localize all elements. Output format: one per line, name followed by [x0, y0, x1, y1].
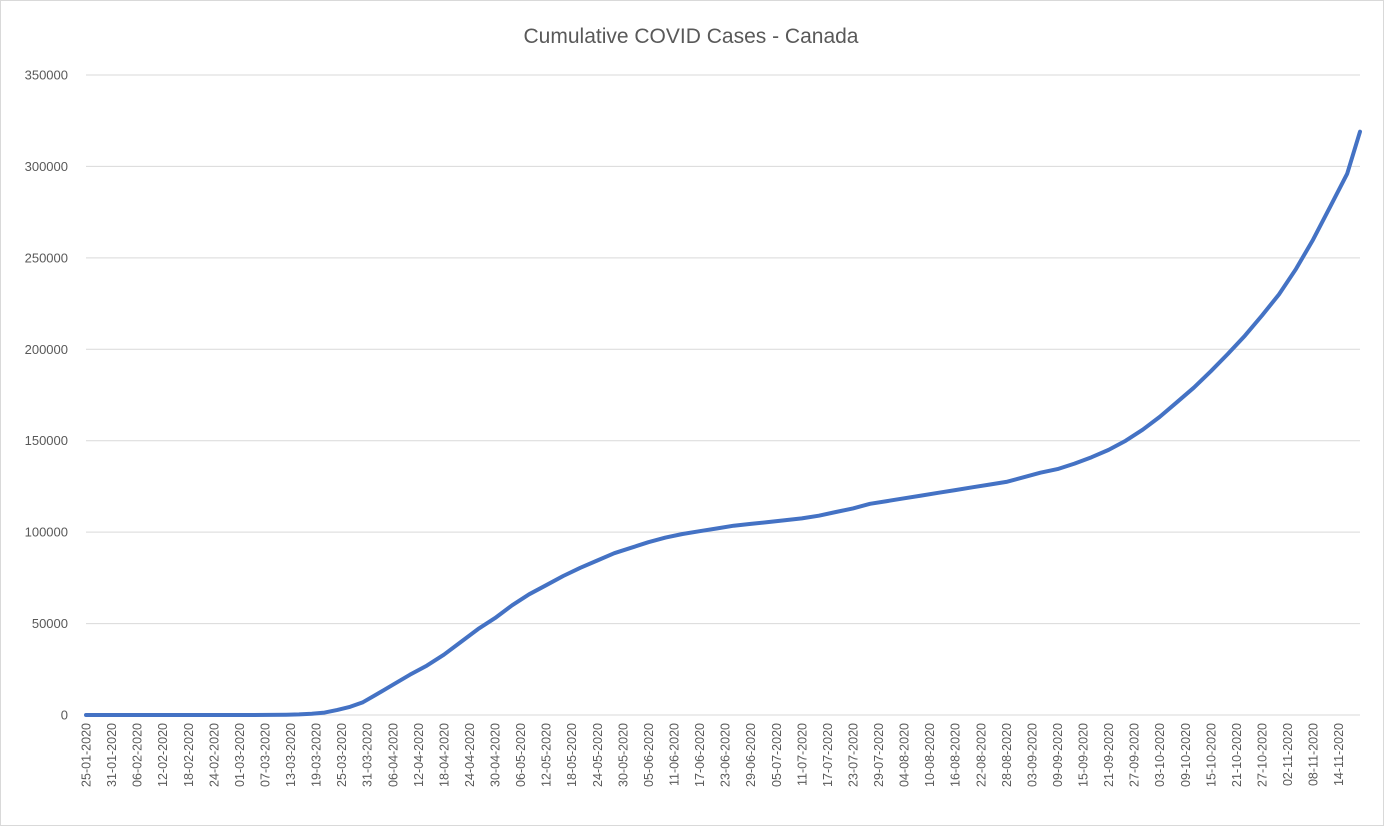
x-tick-label: 15-09-2020 — [1077, 723, 1091, 787]
x-tick-label: 21-09-2020 — [1102, 723, 1116, 787]
x-tick-label: 09-10-2020 — [1179, 723, 1193, 787]
x-tick-label: 11-07-2020 — [795, 723, 809, 786]
x-tick-label: 27-09-2020 — [1128, 723, 1142, 787]
x-tick-label: 23-06-2020 — [719, 723, 733, 787]
x-tick-label: 05-07-2020 — [770, 723, 784, 787]
x-tick-label: 13-03-2020 — [284, 723, 298, 787]
y-tick-label: 350000 — [25, 68, 68, 83]
x-tick-label: 12-02-2020 — [156, 723, 170, 787]
x-tick-label: 31-03-2020 — [361, 723, 375, 787]
x-tick-label: 16-08-2020 — [949, 723, 963, 787]
x-tick-label: 09-09-2020 — [1051, 723, 1065, 787]
x-tick-label: 12-05-2020 — [540, 723, 554, 787]
x-tick-label: 18-04-2020 — [437, 723, 451, 787]
x-tick-label: 25-03-2020 — [335, 723, 349, 787]
x-tick-label: 30-04-2020 — [489, 723, 503, 787]
y-tick-label: 100000 — [25, 525, 68, 540]
x-tick-label: 18-02-2020 — [182, 723, 196, 787]
x-tick-label: 19-03-2020 — [310, 723, 324, 787]
x-tick-label: 15-10-2020 — [1204, 723, 1218, 787]
x-tick-label: 10-08-2020 — [923, 723, 937, 787]
y-tick-label: 50000 — [32, 616, 68, 631]
x-tick-label: 06-05-2020 — [514, 723, 528, 787]
x-tick-label: 01-03-2020 — [233, 723, 247, 787]
x-tick-label: 06-04-2020 — [386, 723, 400, 787]
x-tick-label: 03-09-2020 — [1025, 723, 1039, 787]
x-tick-label: 28-08-2020 — [1000, 723, 1014, 787]
gridlines — [86, 74, 1360, 625]
series-group — [84, 129, 1362, 717]
x-tick-label: 05-06-2020 — [642, 723, 656, 787]
x-tick-label: 24-05-2020 — [591, 723, 605, 787]
x-tick-label: 14-11-2020 — [1332, 723, 1346, 786]
y-axis-tick-labels: 0 50000 100000 150000 200000 250000 300000 3500… — [25, 68, 68, 723]
series-line — [84, 129, 1362, 717]
x-tick-label: 22-08-2020 — [974, 723, 988, 787]
y-tick-label: 150000 — [25, 433, 68, 448]
x-tick-label: 11-06-2020 — [668, 723, 682, 786]
x-tick-label: 24-04-2020 — [463, 723, 477, 787]
x-tick-label: 02-11-2020 — [1281, 723, 1295, 786]
x-tick-label: 29-06-2020 — [744, 723, 758, 787]
x-tick-label: 08-11-2020 — [1307, 723, 1321, 786]
y-tick-label: 0 — [61, 708, 68, 723]
x-tick-label: 30-05-2020 — [616, 723, 630, 787]
x-tick-label: 23-07-2020 — [846, 723, 860, 787]
chart-title: Cumulative COVID Cases - Canada — [524, 25, 859, 48]
x-tick-label: 21-10-2020 — [1230, 723, 1244, 787]
x-tick-label: 25-01-2020 — [80, 723, 94, 787]
x-tick-label: 27-10-2020 — [1256, 723, 1270, 787]
x-tick-label: 24-02-2020 — [207, 723, 221, 787]
x-tick-label: 06-02-2020 — [131, 723, 145, 787]
y-tick-label: 200000 — [25, 342, 68, 357]
x-tick-label: 12-04-2020 — [412, 723, 426, 787]
x-tick-label: 29-07-2020 — [872, 723, 886, 787]
y-tick-label: 250000 — [25, 250, 68, 265]
x-tick-label: 04-08-2020 — [898, 723, 912, 787]
y-tick-label: 300000 — [25, 159, 68, 174]
x-axis-tick-labels: 25-01-2020 31-01-2020 06-02-2020 12-02-2020… — [80, 723, 1347, 787]
x-tick-label: 31-01-2020 — [105, 723, 119, 787]
x-tick-label: 17-07-2020 — [821, 723, 835, 787]
x-tick-label: 03-10-2020 — [1153, 723, 1167, 787]
x-tick-label: 18-05-2020 — [565, 723, 579, 787]
x-tick-label: 17-06-2020 — [693, 723, 707, 787]
x-tick-label: 07-03-2020 — [258, 723, 272, 787]
